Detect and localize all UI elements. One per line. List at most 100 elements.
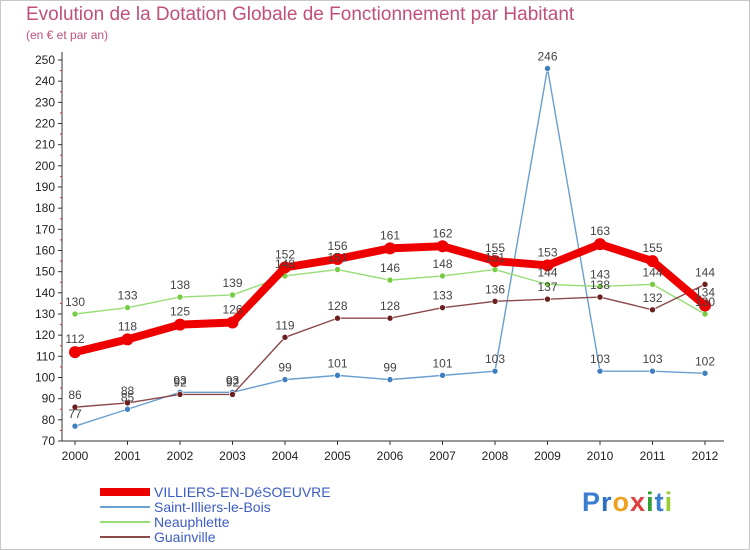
data-label: 139 [222,276,242,290]
x-tick-label: 2003 [219,449,246,463]
data-label: 103 [485,352,505,366]
logo-letter: o [612,487,631,517]
data-point [491,297,499,305]
legend-swatch-villiers [100,488,150,496]
data-label: 126 [222,302,242,316]
data-label: 144 [537,265,557,279]
data-label: 151 [327,251,347,265]
data-label: 156 [327,239,347,253]
data-label: 246 [537,49,557,63]
data-point [176,293,184,301]
data-point [596,367,604,375]
logo-letter: r [601,487,613,517]
data-label: 155 [642,241,662,255]
y-tick-label: 90 [42,392,56,406]
data-point [229,391,236,398]
logo-letter: x [630,487,647,517]
data-label: 134 [695,286,715,300]
data-point [334,266,341,273]
data-label: 143 [590,267,610,281]
data-label: 130 [65,295,85,309]
data-label: 77 [68,407,82,421]
data-label: 99 [278,361,292,375]
data-label: 103 [642,352,662,366]
x-tick-label: 2001 [114,449,141,463]
data-point [596,283,604,290]
data-label: 133 [432,289,452,303]
y-tick-label: 150 [35,265,55,279]
data-point [281,333,289,341]
y-tick-label: 220 [35,117,55,131]
chart-axes: 7080901001101201301401501601701801902002… [35,52,724,463]
y-tick-label: 100 [35,371,55,385]
data-point [124,399,131,407]
data-label: 138 [590,278,610,292]
y-tick-label: 240 [35,74,55,88]
data-point [489,255,501,268]
data-point [386,276,394,284]
x-tick-label: 2012 [692,449,719,463]
data-label: 130 [695,295,715,309]
data-label: 112 [65,332,84,346]
y-tick-label: 190 [35,180,55,194]
data-label: 138 [170,278,190,292]
data-point [386,314,394,322]
data-point [331,252,344,265]
data-point [649,306,656,314]
y-tick-label: 210 [35,138,55,152]
x-tick-label: 2006 [377,449,404,463]
data-point [71,422,79,430]
data-label: 153 [537,245,557,259]
legend-item-neauphlette: Neauphlette [100,514,400,530]
data-point [124,405,131,413]
data-label: 152 [275,247,295,261]
data-label: 144 [642,265,662,279]
data-label: 92 [226,375,240,389]
data-point [176,391,184,398]
x-tick-label: 2005 [324,449,351,463]
y-tick-label: 180 [35,201,55,215]
y-tick-label: 160 [35,244,55,258]
data-point [596,293,604,301]
x-tick-label: 2011 [640,449,666,463]
legend-label-villiers: VILLIERS-EN-DéSOEUVRE [154,484,331,500]
data-label: 86 [68,388,82,402]
data-point [544,295,551,303]
data-point [334,372,341,379]
data-point [384,242,396,255]
data-label: 101 [432,356,452,370]
data-label: 161 [380,228,400,242]
data-label: 136 [485,282,505,296]
data-label: 151 [485,251,505,265]
legend-swatch-neauphlette [100,521,150,523]
y-tick-label: 80 [42,413,56,427]
data-label: 163 [590,224,610,238]
chart-subtitle: (en € et par an) [26,28,109,42]
data-label: 92 [173,375,187,389]
x-tick-label: 2010 [587,449,614,463]
logo-letter: t [654,487,665,517]
data-point [439,304,446,311]
data-label: 144 [695,265,715,279]
y-tick-label: 140 [35,286,55,300]
legend-item-saint-illiers: Saint-Illiers-le-Bois [100,499,400,515]
y-tick-label: 170 [35,222,55,236]
x-tick-label: 2002 [167,449,194,463]
data-point [174,318,186,331]
data-label: 133 [117,289,137,303]
x-tick-label: 2000 [62,449,89,463]
chart-title: Evolution de la Dotation Globale de Fonc… [26,4,575,25]
series-lines [69,65,711,430]
y-tick-label: 130 [35,307,55,321]
x-tick-label: 2004 [272,449,299,463]
data-label: 137 [537,280,557,294]
data-label: 148 [432,257,452,271]
logo-letter: i [664,487,674,517]
data-point [121,333,134,346]
data-point [124,304,131,311]
data-point [439,372,446,379]
data-label: 128 [380,299,400,313]
data-point [71,403,79,411]
y-tick-label: 120 [35,328,55,342]
